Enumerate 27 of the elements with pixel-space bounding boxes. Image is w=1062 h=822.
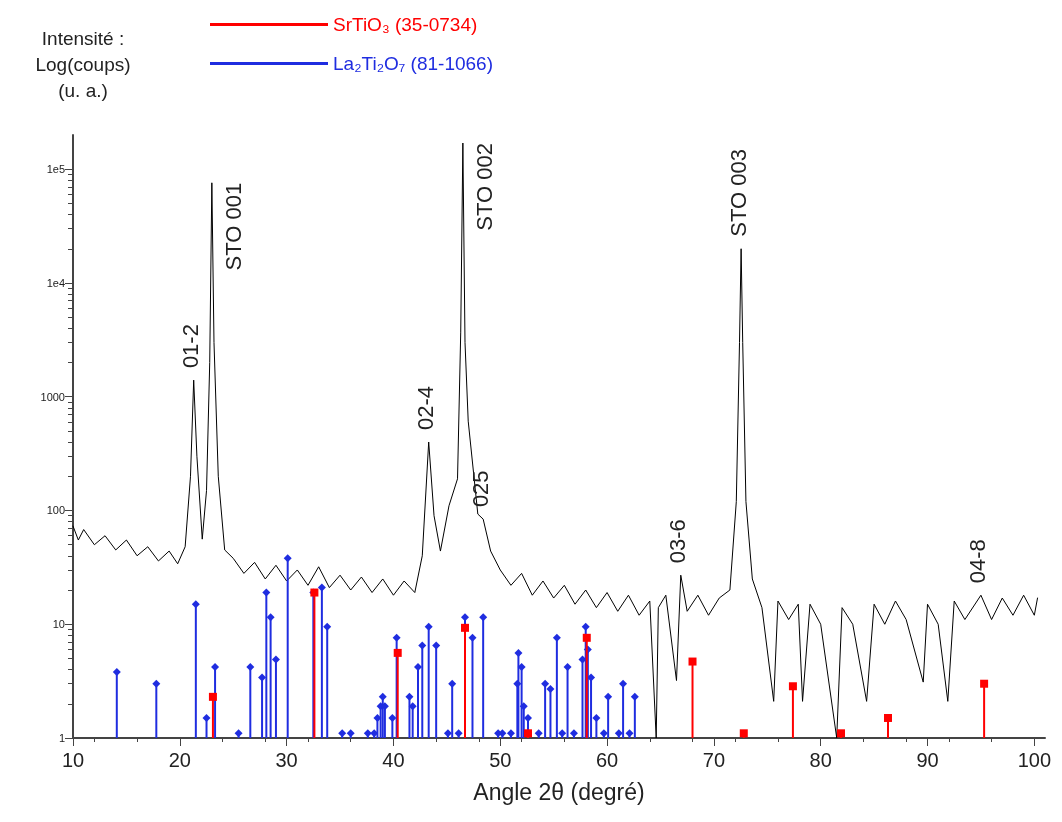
y-tick-label: 100 bbox=[46, 504, 65, 517]
x-tick-label: 30 bbox=[275, 749, 298, 771]
x-tick-label: 60 bbox=[595, 749, 619, 771]
y-tick-label: 1000 bbox=[40, 390, 65, 403]
annotation: STO 002 bbox=[472, 143, 498, 231]
x-tick-label: 20 bbox=[168, 749, 191, 771]
y-tick-label: 1 bbox=[58, 732, 65, 744]
y-tick-label: 10 bbox=[52, 618, 65, 631]
annotation: 01-2 bbox=[178, 324, 204, 369]
text: La₂Ti₂O₇ (81-1066) bbox=[333, 53, 493, 74]
x-axis-title: Angle 2θ (degré) bbox=[473, 778, 645, 805]
x-tick-label: 80 bbox=[809, 749, 832, 771]
annotation: STO 003 bbox=[725, 149, 751, 237]
text: SrTiO₃ (35-0734) bbox=[333, 14, 478, 35]
annotation: 025 bbox=[467, 470, 493, 508]
annotation: 04-8 bbox=[965, 539, 991, 584]
x-tick-label: 100 bbox=[1017, 749, 1052, 771]
x-tick-label: 90 bbox=[916, 749, 939, 771]
x-tick-label: 70 bbox=[702, 749, 725, 771]
y-axis-title: Intensité : Log(coups) (u. a.) bbox=[35, 27, 131, 101]
x-tick-label: 50 bbox=[489, 749, 512, 771]
y-tick-label: 1e4 bbox=[46, 276, 65, 289]
annotation: STO 001 bbox=[221, 182, 247, 271]
annotation: 03-6 bbox=[665, 519, 691, 564]
x-tick-label: 40 bbox=[382, 749, 405, 771]
y-tick-label: 1e5 bbox=[46, 163, 65, 176]
annotation: 02-4 bbox=[413, 385, 439, 431]
